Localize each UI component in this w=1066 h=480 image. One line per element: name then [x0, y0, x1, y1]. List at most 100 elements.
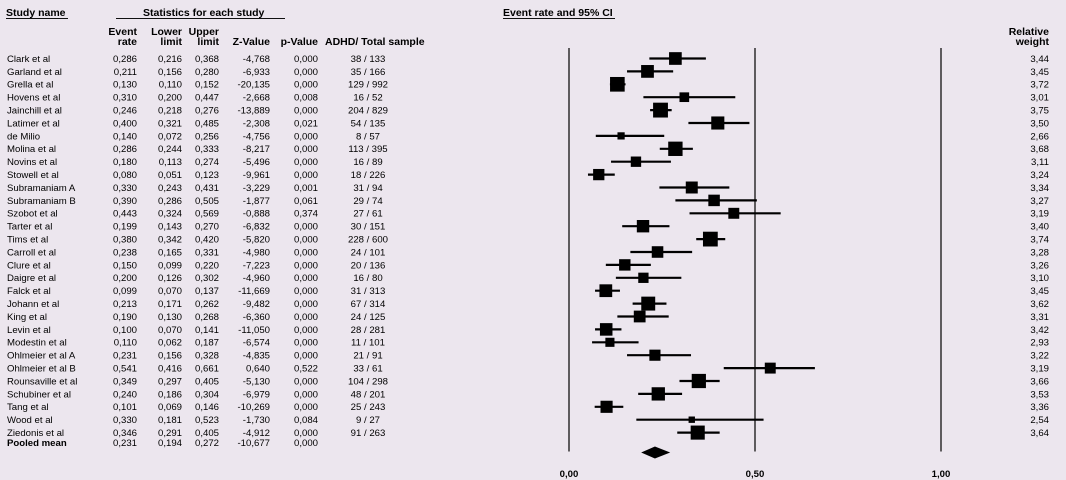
point-estimate: [669, 52, 682, 65]
cell-upper: 0,485: [195, 118, 219, 129]
cell-p: 0,000: [294, 67, 318, 78]
cell-lower: 0,216: [158, 54, 182, 65]
cell-sample: 16 / 80: [353, 273, 382, 284]
cell-lower: 0,070: [158, 286, 182, 297]
plot-marks: [587, 52, 815, 459]
cell-p: 0,000: [294, 222, 318, 233]
cell-z: -6,360: [243, 312, 270, 323]
cell-rate: 0,180: [113, 157, 137, 168]
cell-name: Tarter et al: [7, 222, 52, 233]
cell-z: -13,889: [237, 106, 270, 117]
cell-upper: 0,220: [195, 260, 219, 271]
cell-name: Subramaniam B: [7, 196, 76, 207]
point-estimate: [679, 92, 690, 103]
cell-p: 0,000: [294, 402, 318, 413]
cell-upper: 0,569: [195, 209, 219, 220]
point-estimate: [599, 284, 613, 298]
cell-sample: 129 / 992: [348, 80, 388, 91]
cell-sample: 9 / 27: [356, 415, 380, 426]
point-estimate: [764, 362, 776, 374]
cell-upper: 0,256: [195, 131, 219, 142]
cell-rate: 0,110: [114, 338, 137, 349]
cell-sample: 91 / 263: [351, 428, 386, 439]
cell-sample: 16 / 52: [353, 93, 382, 104]
cell-rate: 0,240: [113, 389, 137, 400]
cell-upper: 0,274: [195, 157, 220, 168]
col-z-value: Z-Value: [233, 36, 271, 48]
cell-name: Clure et al: [7, 260, 51, 271]
col-upper-limit-line1: Upper: [189, 26, 219, 38]
cell-upper: 0,405: [195, 376, 219, 387]
cell-lower: 0,321: [158, 118, 182, 129]
cell-lower: 0,110: [159, 80, 182, 91]
cell-name: Falck et al: [7, 286, 51, 297]
cell-p: 0,522: [294, 364, 318, 375]
cell-z: -2,308: [243, 118, 270, 129]
point-estimate: [617, 132, 625, 140]
cell-p: 0,000: [294, 170, 318, 181]
cell-sample: 35 / 166: [351, 67, 386, 78]
cell-weight: 3,74: [1030, 235, 1049, 246]
stats-header: Statistics for each study: [143, 7, 265, 19]
cell-name: Latimer et al: [7, 118, 60, 129]
pooled-z: -10,677: [237, 438, 270, 449]
point-estimate: [641, 296, 656, 311]
cell-weight: 3,40: [1030, 222, 1049, 233]
cell-rate: 0,100: [113, 325, 137, 336]
pooled-p: 0,000: [294, 438, 318, 449]
cell-lower: 0,113: [159, 157, 182, 168]
cell-sample: 11 / 101: [351, 338, 385, 349]
cell-p: 0,000: [294, 376, 318, 387]
point-estimate: [653, 102, 668, 118]
cell-upper: 0,331: [195, 247, 219, 258]
point-estimate: [651, 246, 664, 258]
cell-z: -7,223: [243, 260, 270, 271]
point-estimate: [593, 168, 605, 181]
cell-rate: 0,380: [113, 235, 137, 246]
cell-name: Garland et al: [7, 67, 62, 78]
cell-sample: 67 / 314: [351, 299, 386, 310]
cell-weight: 3,19: [1030, 209, 1049, 220]
cell-p: 0,000: [294, 325, 318, 336]
cell-upper: 0,368: [195, 54, 219, 65]
col-event-rate-line1: Event: [108, 26, 137, 38]
cell-upper: 0,137: [195, 286, 219, 297]
cell-lower: 0,286: [158, 196, 182, 207]
x-tick-label: 0,00: [560, 469, 579, 480]
cell-name: King et al: [7, 312, 47, 323]
cell-z: -6,979: [243, 389, 270, 400]
cell-p: 0,084: [294, 415, 319, 426]
cell-name: Molina et al: [7, 144, 56, 155]
col-lower-limit-line2: limit: [160, 36, 182, 48]
cell-weight: 2,54: [1030, 415, 1049, 426]
cell-upper: 0,152: [195, 80, 219, 91]
cell-z: -1,730: [243, 415, 270, 426]
cell-p: 0,000: [294, 157, 318, 168]
cell-sample: 24 / 101: [351, 247, 386, 258]
cell-weight: 3,42: [1030, 325, 1049, 336]
cell-z: -2,668: [243, 93, 270, 104]
cell-sample: 31 / 94: [353, 183, 383, 194]
x-tick-label: 1,00: [932, 469, 951, 480]
x-tick-label: 0,50: [746, 469, 765, 480]
cell-name: Carroll et al: [7, 247, 56, 258]
cell-upper: 0,304: [195, 389, 220, 400]
cell-sample: 29 / 74: [353, 196, 383, 207]
cell-upper: 0,146: [195, 402, 219, 413]
cell-sample: 104 / 298: [348, 376, 388, 387]
cell-sample: 8 / 57: [356, 131, 380, 142]
cell-upper: 0,141: [195, 325, 219, 336]
cell-z: -8,217: [243, 144, 270, 155]
cell-rate: 0,099: [113, 286, 137, 297]
cell-lower: 0,051: [158, 170, 182, 181]
cell-z: -9,482: [243, 299, 270, 310]
cell-weight: 3,01: [1030, 93, 1049, 104]
cell-sample: 38 / 133: [351, 54, 386, 65]
cell-p: 0,000: [294, 247, 318, 258]
cell-name: Novins et al: [7, 157, 57, 168]
point-estimate: [651, 387, 665, 401]
cell-p: 0,000: [294, 106, 318, 117]
cell-weight: 3,27: [1030, 196, 1049, 207]
point-estimate: [708, 194, 720, 207]
cell-rate: 0,541: [113, 364, 137, 375]
